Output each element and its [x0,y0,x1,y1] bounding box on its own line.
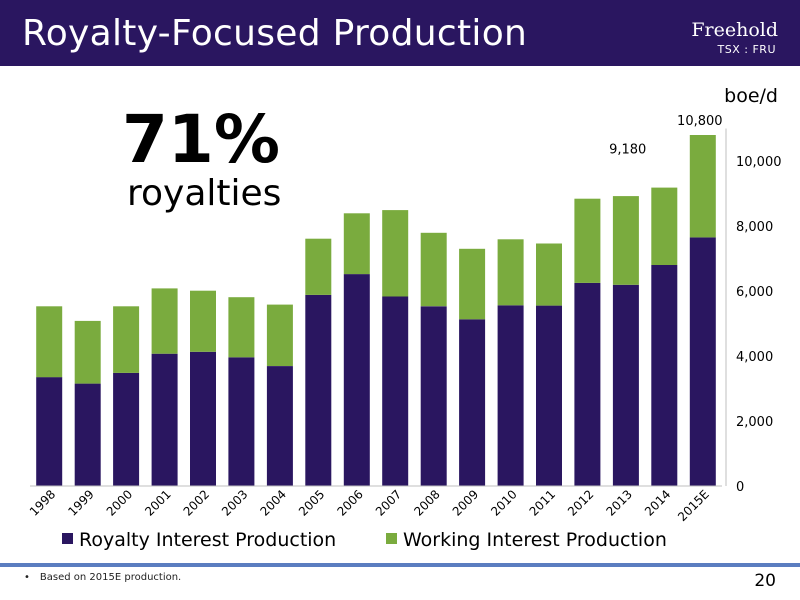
bar-working-1999 [74,320,101,384]
footnote-text: Based on 2015E production. [39,572,182,583]
bar-royalty-2001 [151,353,178,486]
bar-royalty-2006 [343,274,370,486]
bar-working-2012 [574,198,601,283]
legend-label-working: Working Interest Production [403,529,667,551]
title-bar: Royalty-Focused Production Freehold TSX … [0,0,800,66]
x-tick-label: 2010 [488,487,519,518]
highlight-percent: 71% [122,101,280,178]
bar-working-2004 [266,304,293,366]
bar-royalty-2012 [574,282,601,486]
x-tick-label: 2006 [334,487,365,518]
bar-working-2006 [343,213,370,275]
bar-royalty-2010 [497,305,524,486]
bar-royalty-2011 [536,305,562,486]
x-tick-label: 2012 [565,487,596,518]
bar-royalty-2014 [651,265,678,486]
footer-divider [0,563,800,567]
brand-logo: Freehold [691,19,778,41]
bar-royalty-2009 [459,319,486,486]
legend-swatch-royalty [62,533,73,544]
x-tick-label: 2014 [642,487,673,518]
bar-working-2007 [382,210,409,297]
x-tick-label: 2008 [411,487,442,518]
bar-working-2000 [113,306,140,373]
x-tick-label: 2011 [527,487,558,518]
data-label-2015E: 10,800 [677,114,723,129]
x-tick-label: 2002 [181,487,212,518]
bar-working-2005 [305,238,332,295]
y-tick-label: 6,000 [736,285,773,300]
x-tick-label: 2005 [296,487,327,518]
y-tick-label: 8,000 [736,220,773,235]
x-tick-label: 1999 [65,487,96,518]
legend-label-royalty: Royalty Interest Production [79,529,336,551]
bar-working-2015E [689,135,716,238]
bar-working-2013 [612,196,639,285]
bar-working-1998 [36,306,63,378]
bar-working-2011 [536,243,562,306]
x-tick-label: 2015E [675,487,712,524]
bar-working-2009 [459,248,486,320]
y-tick-label: 10,000 [736,155,782,170]
legend-swatch-working [386,533,397,544]
x-tick-label: 2001 [142,487,173,518]
bar-working-2002 [190,290,216,352]
x-tick-label: 2000 [104,487,135,518]
footnote-bullet: • [24,572,30,583]
bar-royalty-2000 [113,372,140,486]
page-number: 20 [754,571,776,591]
y-tick-label: 0 [736,480,744,495]
slide-title: Royalty-Focused Production [22,13,528,54]
bar-royalty-2007 [382,296,409,486]
y-tick-label: 4,000 [736,350,773,365]
bar-royalty-2005 [305,294,332,486]
highlight-label: royalties [127,173,282,214]
bar-royalty-2013 [612,284,639,486]
footnote: • Based on 2015E production. [24,572,181,583]
bar-working-2008 [420,232,447,307]
data-label-2014: 9,180 [609,143,646,158]
x-tick-label: 2004 [258,487,289,518]
y-tick-label: 2,000 [736,415,773,430]
bar-royalty-2003 [228,357,255,486]
bar-royalty-2008 [420,306,447,486]
bar-working-2014 [651,187,678,265]
bar-royalty-1999 [74,383,101,486]
bar-royalty-2002 [190,351,216,486]
y-axis-unit-label: boe/d [724,85,778,107]
bar-royalty-2004 [266,366,293,486]
bar-working-2003 [228,297,255,358]
ticker-symbol: TSX : FRU [717,43,776,56]
x-tick-label: 2003 [219,487,250,518]
x-tick-label: 2013 [604,487,635,518]
bar-working-2010 [497,239,524,306]
x-tick-label: 2007 [373,487,404,518]
x-tick-label: 1998 [27,487,58,518]
bar-royalty-1998 [36,377,63,486]
bar-royalty-2015E [689,237,716,486]
bar-working-2001 [151,288,178,354]
x-tick-label: 2009 [450,487,481,518]
